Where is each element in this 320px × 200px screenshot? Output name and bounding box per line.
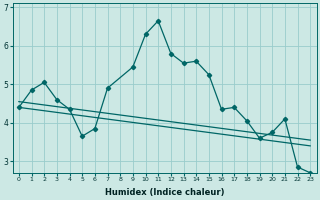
X-axis label: Humidex (Indice chaleur): Humidex (Indice chaleur) [105,188,224,197]
